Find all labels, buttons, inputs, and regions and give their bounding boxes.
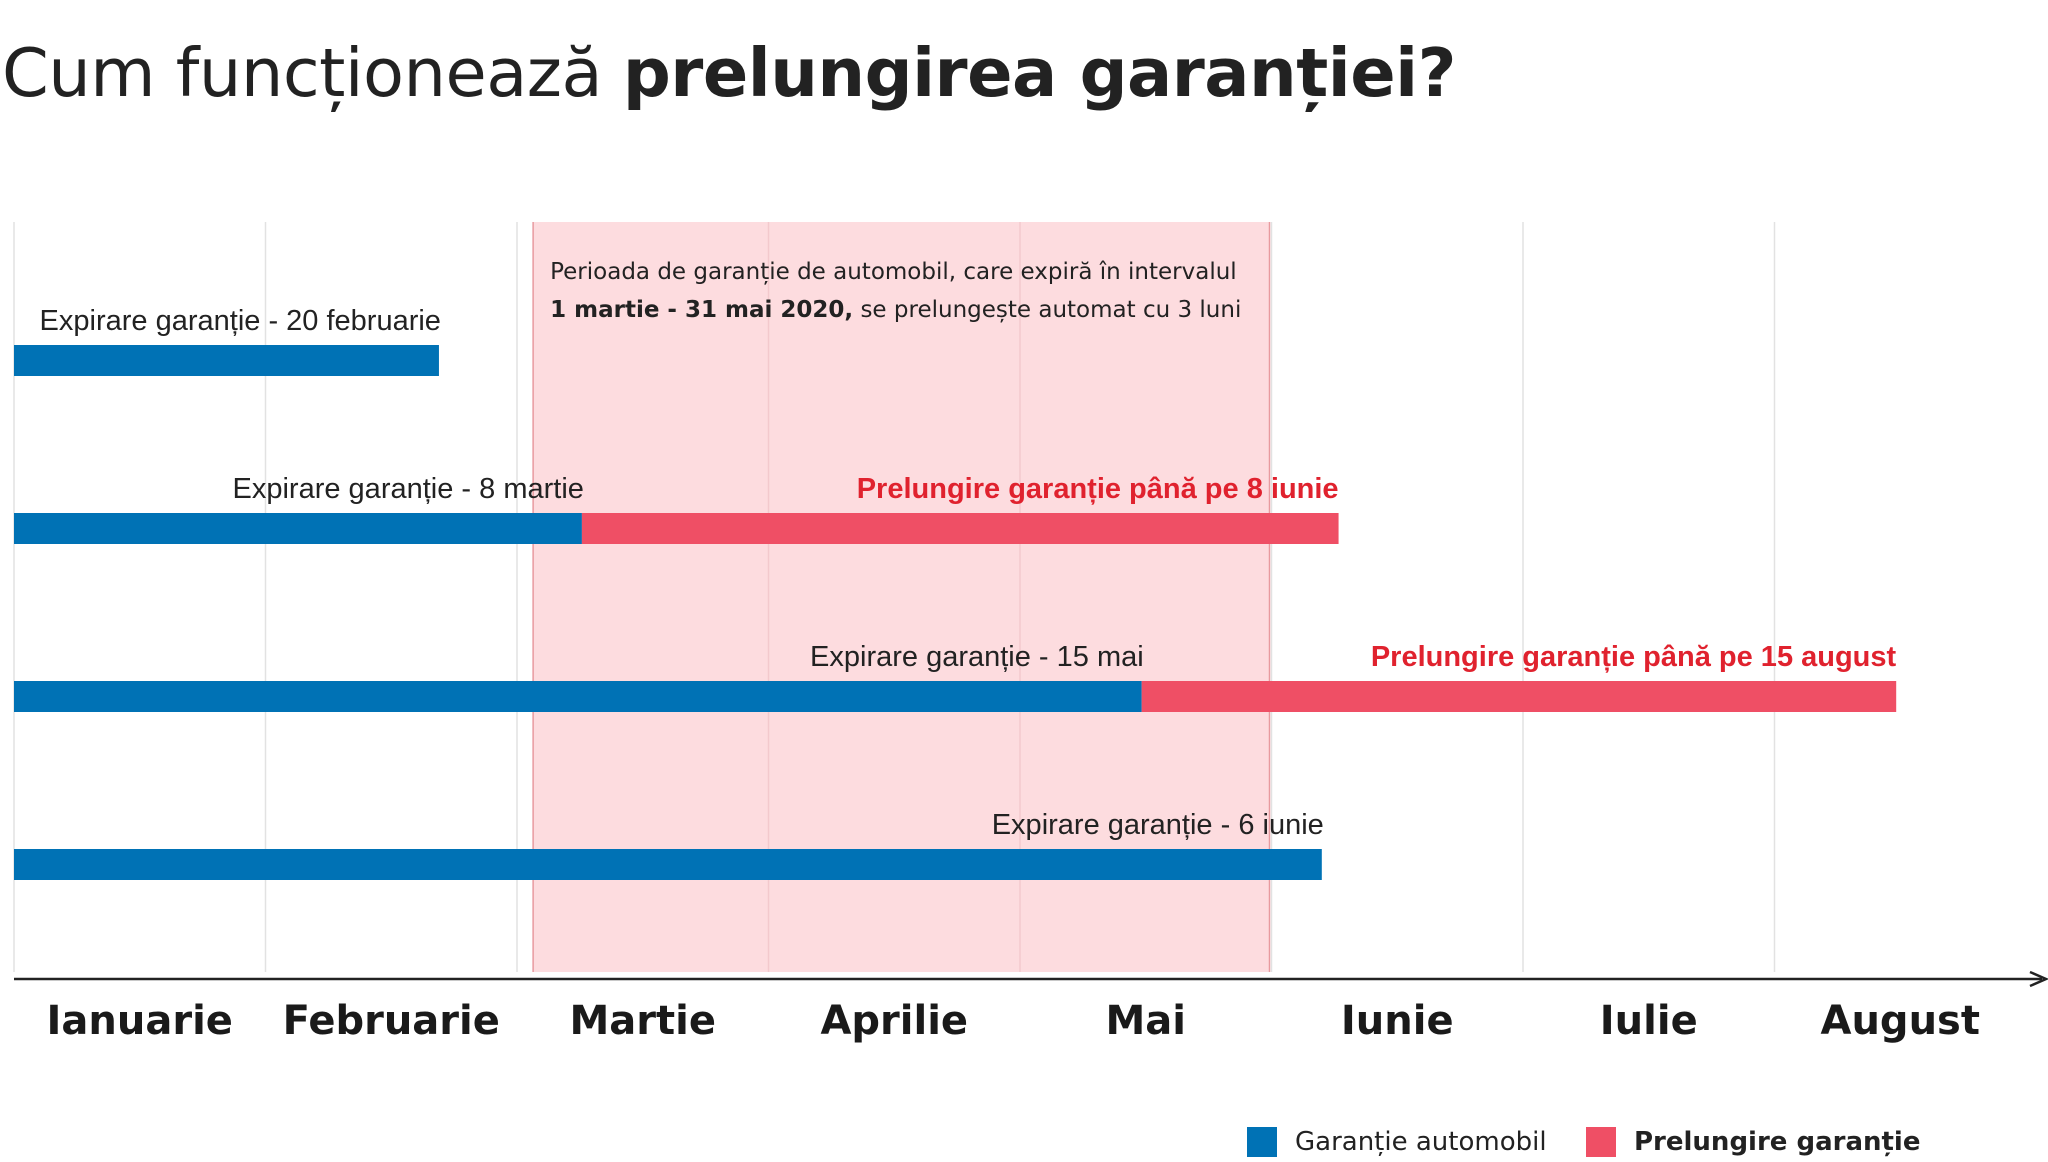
legend-item-warranty: Garanție automobil: [1247, 1122, 1547, 1162]
expiry-label: Expirare garanție - 6 iunie: [992, 809, 1324, 841]
chart-title: Cum funcționează prelungirea garanției?: [2, 28, 1456, 118]
extension-bar: [581, 513, 1339, 544]
legend-label-warranty: Garanție automobil: [1295, 1127, 1547, 1157]
expiry-label: Expirare garanție - 15 mai: [810, 641, 1144, 673]
legend-item-extension: Prelungire garanție: [1586, 1122, 1920, 1162]
expiry-label: Expirare garanție - 20 februarie: [40, 305, 441, 337]
legend-swatch-extension: [1586, 1127, 1616, 1157]
warranty-bar: [14, 849, 1322, 880]
x-tick-label: Aprilie: [820, 998, 968, 1044]
x-tick-label: Mai: [1105, 998, 1186, 1044]
warranty-bar: [14, 681, 1142, 712]
legend-swatch-warranty: [1247, 1127, 1277, 1157]
extension-label: Prelungire garanție până pe 8 iunie: [857, 473, 1339, 505]
x-tick-label: Iulie: [1600, 998, 1698, 1044]
expiry-label: Expirare garanție - 8 martie: [233, 473, 584, 505]
warranty-bar: [14, 513, 582, 544]
x-axis-arrow: [2029, 970, 2048, 988]
x-tick-label: Martie: [570, 998, 716, 1044]
x-tick-label: August: [1821, 998, 1980, 1044]
x-tick-label: Februarie: [283, 998, 500, 1044]
extension-label: Prelungire garanție până pe 15 august: [1371, 641, 1897, 673]
title-bold: prelungirea garanției?: [622, 34, 1457, 112]
highlight-note-line2: 1 martie - 31 mai 2020, se prelungește a…: [550, 297, 1241, 323]
warranty-bar: [14, 345, 439, 376]
x-tick-label: Ianuarie: [47, 998, 233, 1044]
legend-label-extension: Prelungire garanție: [1634, 1127, 1921, 1157]
highlight-note-rest: se prelungește automat cu 3 luni: [853, 297, 1241, 323]
highlight-note-line1: Perioada de garanție de automobil, care …: [550, 259, 1237, 285]
extension-bar: [1141, 681, 1897, 712]
title-regular: Cum funcționează: [2, 34, 603, 112]
x-tick-label: Iunie: [1341, 998, 1454, 1044]
highlight-note-dates: 1 martie - 31 mai 2020,: [550, 297, 853, 323]
highlight-band: [533, 222, 1270, 972]
